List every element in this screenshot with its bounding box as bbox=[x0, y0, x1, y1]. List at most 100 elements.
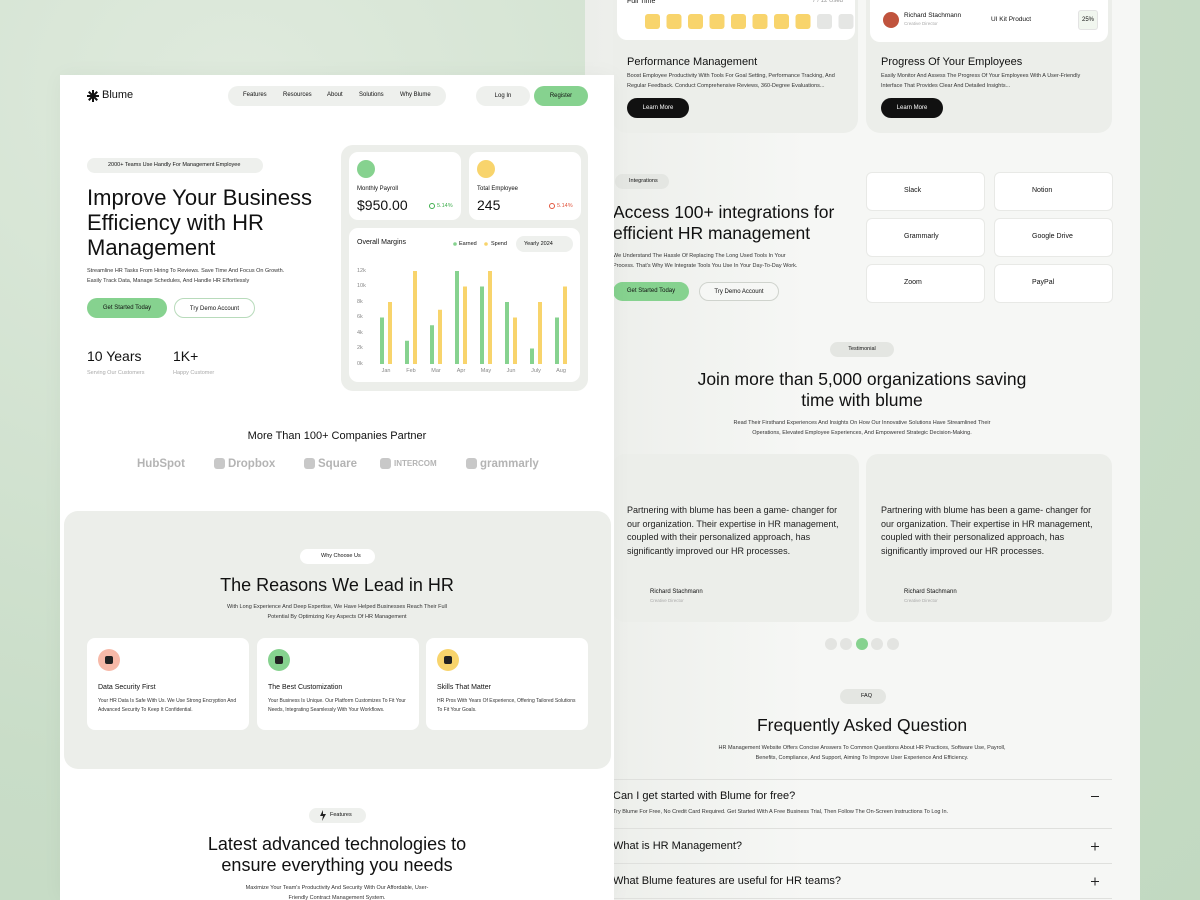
app-card bbox=[866, 264, 985, 303]
badge bbox=[87, 158, 263, 173]
tracker-count: 7 / 12 Used bbox=[812, 0, 843, 4]
day-square bbox=[688, 14, 703, 29]
percent-box: 25% bbox=[1078, 10, 1098, 30]
hero-text: Streamline HR Tasks From Hiring To Revie… bbox=[87, 268, 285, 284]
faq-answer: Try Blume For Free, No Credit Card Requi… bbox=[613, 809, 949, 815]
section-title: The Reasons We Lead in HR bbox=[220, 575, 454, 595]
y-tick-label: 12k bbox=[357, 267, 366, 274]
y-tick-label: 4k bbox=[357, 329, 363, 336]
demo-button[interactable]: Try Demo Account bbox=[174, 298, 255, 318]
x-tick-label: Jan bbox=[381, 368, 391, 374]
app-name: Google Drive bbox=[1032, 233, 1073, 240]
bar bbox=[563, 286, 567, 364]
section-text: HR Management Website Offers Concise Ans… bbox=[718, 745, 1006, 761]
product-name: UI Kit Product bbox=[991, 16, 1032, 23]
demo-button[interactable]: Try Demo Account bbox=[699, 282, 779, 301]
reason-icon-glyph bbox=[444, 656, 452, 664]
nav-bar bbox=[228, 86, 446, 106]
y-tick-label: 6k bbox=[357, 314, 363, 320]
app-card bbox=[994, 218, 1113, 257]
legend-label: Earned bbox=[459, 241, 477, 247]
legend-swatch bbox=[484, 242, 488, 246]
badge bbox=[309, 808, 366, 823]
nav-link[interactable]: Solutions bbox=[359, 92, 384, 98]
badge-icon bbox=[320, 810, 326, 821]
nav-link[interactable]: Why Blume bbox=[400, 92, 431, 98]
bar bbox=[538, 302, 542, 364]
nav-link[interactable]: Features bbox=[243, 92, 267, 98]
app-card bbox=[866, 218, 985, 257]
y-tick-label: 2k bbox=[357, 345, 363, 351]
carousel-dot bbox=[825, 638, 837, 650]
legend-swatch bbox=[453, 242, 457, 246]
carousel-dot bbox=[871, 638, 883, 650]
learn-more-button[interactable]: Learn More bbox=[881, 98, 943, 118]
day-square bbox=[817, 14, 832, 29]
badge bbox=[840, 689, 886, 704]
right-background bbox=[585, 0, 1140, 900]
stat-label: Happy Customer bbox=[173, 370, 215, 376]
x-tick-label: Mar bbox=[431, 368, 441, 374]
stat-card-change: 5.14% bbox=[437, 203, 453, 209]
quote-role: Creative Director bbox=[904, 598, 938, 603]
register-button[interactable]: Register bbox=[534, 86, 588, 106]
quote-role: Creative Director bbox=[650, 598, 684, 603]
x-tick-label: May bbox=[480, 368, 492, 374]
day-square bbox=[666, 14, 682, 29]
carousel-dot bbox=[887, 638, 899, 650]
get-started-button[interactable]: Get Started Today bbox=[87, 298, 167, 318]
app-name: Grammarly bbox=[904, 233, 939, 240]
badge-text: Integrations bbox=[629, 178, 658, 184]
stat-icon bbox=[357, 160, 375, 178]
logo-icon bbox=[380, 458, 391, 469]
day-square bbox=[709, 14, 725, 29]
section-text: We Understand The Hassle Of Replacing Th… bbox=[613, 253, 798, 269]
logo-mark bbox=[88, 91, 98, 101]
bar bbox=[530, 348, 534, 364]
stat-card-change: 5.14% bbox=[557, 203, 573, 209]
x-tick-label: Jun bbox=[506, 368, 516, 374]
partner-logo: Dropbox bbox=[228, 457, 294, 471]
period-select[interactable] bbox=[516, 236, 573, 252]
nav-link[interactable]: About bbox=[327, 92, 343, 98]
login-button[interactable]: Log In bbox=[476, 86, 530, 106]
reason-icon-glyph bbox=[275, 656, 283, 664]
day-square bbox=[774, 14, 789, 29]
quote-name: Richard Stachmann bbox=[904, 589, 957, 595]
bar bbox=[455, 271, 459, 364]
bar bbox=[405, 340, 409, 364]
faq-question: What Blume features are useful for HR te… bbox=[613, 875, 842, 887]
card-text: Boost Employee Productivity With Tools F… bbox=[627, 73, 835, 89]
change-icon bbox=[549, 203, 555, 209]
bar bbox=[413, 271, 417, 364]
x-tick-label: Aug bbox=[556, 368, 566, 374]
badge-text: Why Choose Us bbox=[321, 553, 361, 559]
stat-icon bbox=[477, 160, 495, 178]
period-label[interactable]: Yearly 2024 bbox=[524, 241, 553, 247]
carousel-dot bbox=[856, 638, 868, 650]
stat-card-value: 245 bbox=[477, 197, 501, 213]
learn-more-button[interactable]: Learn More bbox=[627, 98, 689, 118]
bar bbox=[505, 302, 509, 364]
logo-icon bbox=[466, 458, 477, 469]
x-tick-label: July bbox=[531, 368, 541, 374]
section-text: Maximize Your Team's Productivity And Se… bbox=[245, 885, 429, 900]
nav-link[interactable]: Resources bbox=[283, 92, 312, 98]
partner-logo: Square bbox=[318, 457, 370, 471]
reason-title: The Best Customization bbox=[268, 684, 343, 691]
stat-card-label: Total Employee bbox=[477, 186, 519, 192]
partner-logo: HubSpot bbox=[137, 457, 191, 471]
x-tick-label: Feb bbox=[406, 368, 416, 374]
day-square bbox=[752, 14, 768, 29]
y-tick-label: 8k bbox=[357, 298, 363, 305]
stat-card-value: $950.00 bbox=[357, 197, 408, 213]
reason-icon-glyph bbox=[105, 656, 113, 664]
day-square bbox=[645, 14, 660, 29]
badge bbox=[615, 174, 669, 189]
get-started-button[interactable]: Get Started Today bbox=[613, 282, 689, 301]
partner-logo: INTERCOM bbox=[394, 457, 458, 471]
